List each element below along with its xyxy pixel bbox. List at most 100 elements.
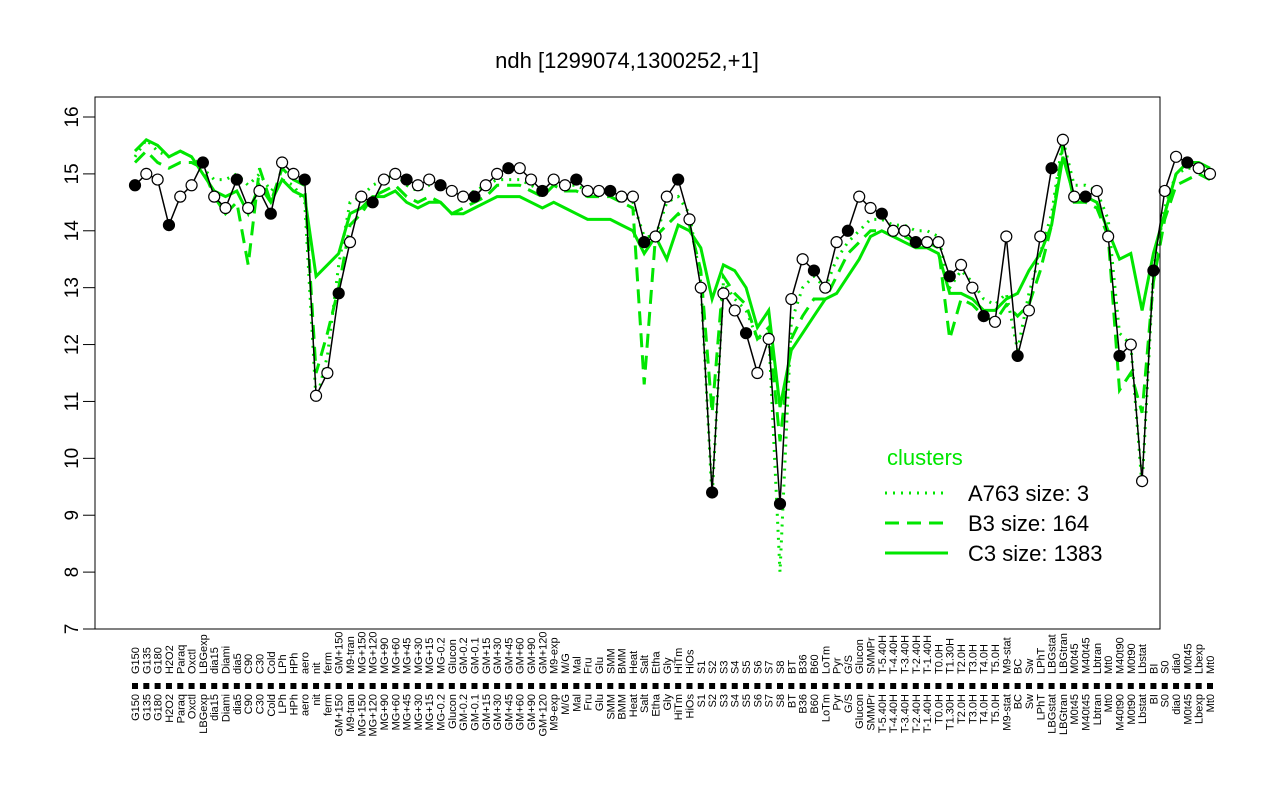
y-tick-label: 12 [62,334,83,355]
x-tick-label: M9-exp [549,694,561,731]
x-tick-label-upper: SMMPr [866,637,878,674]
x-tick-mark [132,683,138,689]
x-tick-mark [211,683,218,689]
x-tick-label-upper: G180 [153,647,165,674]
x-tick-label-upper: MG+15 [424,638,436,674]
x-tick-mark [505,683,512,689]
data-point [728,304,741,317]
data-point [309,389,323,402]
x-tick-label: S8 [775,694,787,707]
x-tick-label-upper: T1.30H [945,638,957,674]
x-tick-label: MG-0.2 [436,694,448,731]
x-tick-label-upper: M9-stat [1001,637,1013,674]
data-point [1079,190,1092,203]
x-tick-label-upper: Lbtran [1092,643,1104,674]
data-point [887,224,900,237]
x-tick-mark [765,683,772,689]
y-tick-label: 7 [62,624,83,635]
x-tick-mark [335,683,342,689]
data-point [932,236,945,249]
y-tick-label: 10 [62,448,83,469]
x-tick-label: MG+15 [424,694,436,730]
x-tick-label-upper: S3 [718,661,730,674]
x-tick-mark [1207,683,1213,689]
x-tick-label-upper: B60 [809,654,821,674]
data-point [1192,162,1205,175]
x-tick-label: S4 [730,694,742,707]
x-tick-label: T-1.40H [922,694,934,733]
x-tick-label: MG+30 [413,694,425,730]
data-point [411,179,424,192]
data-point [332,287,345,300]
x-tick-mark [188,683,195,689]
x-tick-mark [754,683,761,689]
x-tick-label-upper: G135 [141,647,153,674]
x-tick-mark [369,683,376,689]
x-tick-mark [607,683,614,689]
x-tick-label-upper: Paraq [175,645,187,674]
x-tick-label: Mt0 [1205,694,1217,712]
x-tick-mark [143,683,150,689]
x-tick-label-upper: HPh [288,653,300,674]
x-tick-label: Heat [628,694,640,717]
data-point [841,224,854,237]
data-point [875,207,888,220]
data-point [1181,156,1194,169]
x-tick-label-upper: T-5.40H [877,635,889,674]
x-tick-label-upper: Salt [639,655,651,674]
data-point [128,179,142,192]
x-tick-mark [856,683,863,689]
data-point [1045,162,1058,175]
data-point [366,196,379,209]
x-tick-mark [833,683,840,689]
x-tick-mark [890,683,897,689]
data-point [638,236,651,249]
x-tick-label-upper: GM-0.2 [458,637,470,674]
x-tick-mark [1037,683,1044,689]
data-point [434,179,447,192]
data-point [1090,184,1103,198]
data-point [921,236,934,249]
data-point [954,258,968,272]
x-tick-label-upper: nit [311,662,323,674]
x-tick-label: LPhT [1035,694,1047,721]
series-line-a763 [133,137,1211,573]
x-tick-label-upper: S5 [741,661,753,674]
y-tick-label: 14 [62,220,83,242]
x-tick-label-upper: ferm [322,652,334,674]
x-tick-label: M0t45 [1069,694,1081,725]
x-tick-label-upper: Fru [583,658,595,675]
x-tick-mark [799,683,806,689]
x-tick-mark [448,683,455,689]
y-tick-label: 16 [62,106,83,127]
x-tick-label: Glucon [854,694,866,729]
plot-frame [94,96,1161,630]
x-tick-mark [946,683,953,689]
data-point [853,190,866,203]
x-tick-label: Paraq [175,694,187,723]
x-tick-label-upper: M40t45 [1081,637,1093,674]
x-tick-label-upper: LBGtran [1058,633,1070,674]
x-tick-label-upper: GM+150 [334,632,346,675]
x-tick-mark [1093,683,1100,689]
data-point [140,167,153,180]
x-tick-mark [199,683,206,689]
data-point [457,190,470,203]
data-point [1136,474,1149,488]
x-tick-label-upper: BC [1013,659,1025,674]
x-tick-label-upper: GM-0.1 [469,637,481,674]
x-tick-mark [844,683,851,689]
x-tick-label: Etha [651,693,663,717]
data-point [230,173,243,186]
data-point [751,366,764,380]
x-tick-mark [1173,683,1180,689]
x-tick-label-upper: Glu [594,657,606,674]
x-tick-mark [301,683,308,689]
data-point [423,173,436,186]
data-point [174,190,187,203]
x-tick-label-upper: T-1.40H [922,635,934,674]
x-tick-label: C90 [243,694,255,714]
x-tick-label-upper: dia5 [232,653,244,674]
y-tick-label: 13 [62,277,83,298]
x-tick-mark [912,683,919,689]
